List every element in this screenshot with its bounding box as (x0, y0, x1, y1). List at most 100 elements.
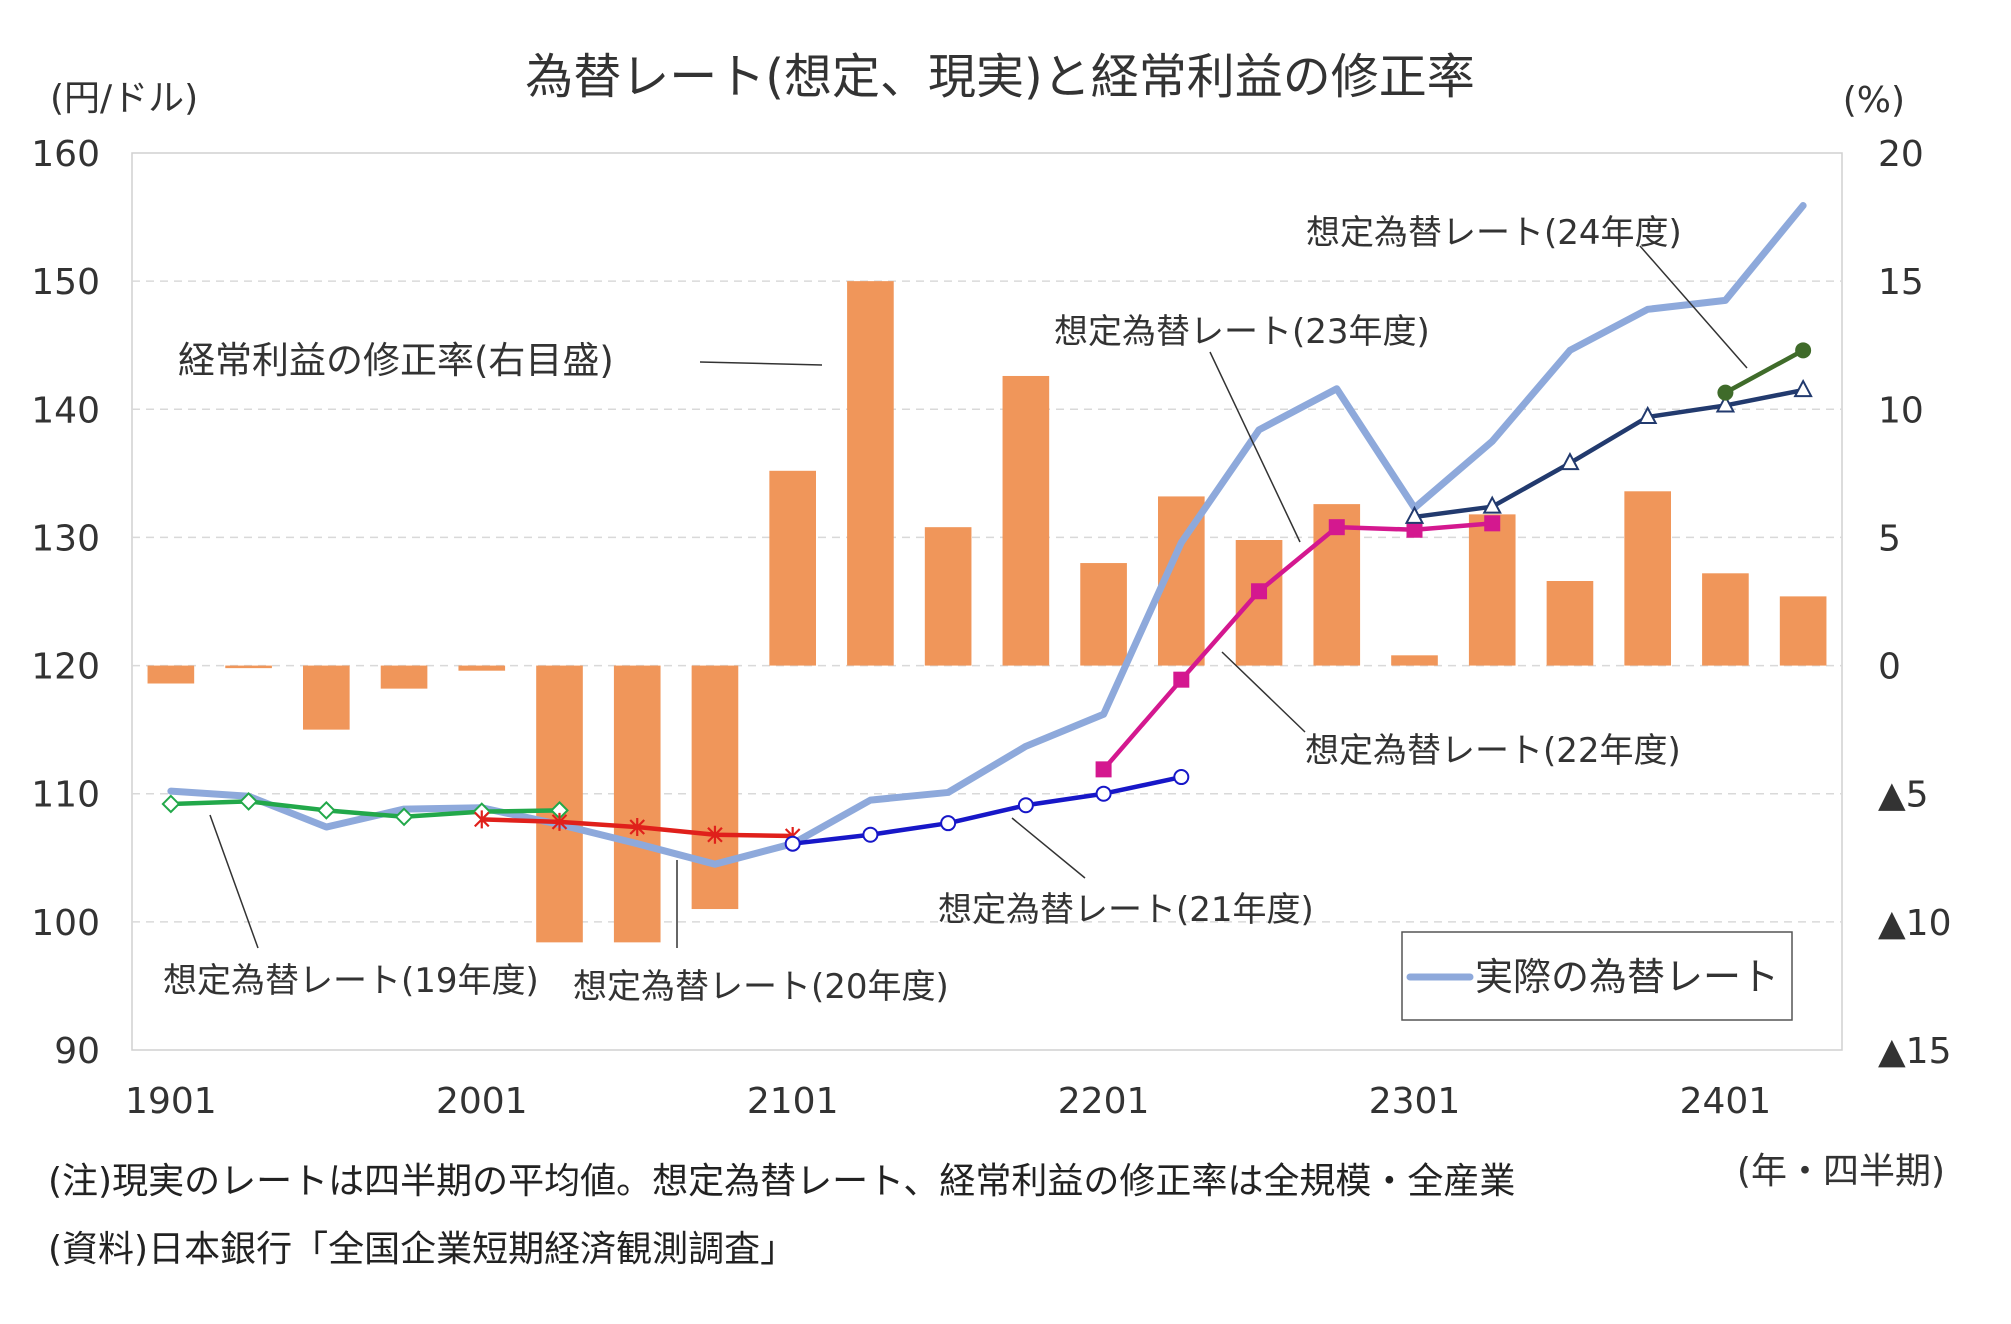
source-text: (資料)日本銀行「全国企業短期経済観測調査」 (48, 1229, 797, 1270)
point (940, 815, 957, 832)
leader-fy23 (1209, 351, 1301, 543)
point (1715, 394, 1736, 413)
legend-label: 実際の為替レート (1475, 955, 1779, 999)
point (1406, 521, 1423, 538)
bar (1235, 539, 1283, 666)
point (473, 810, 490, 829)
right-axis: ▲15 ▲10 ▲5 0 5 10 15 20 (1878, 134, 1952, 1072)
bar (1779, 596, 1827, 666)
legend: 実際の為替レート (1401, 931, 1793, 1021)
x-tick-label: 2401 (1680, 1081, 1772, 1122)
leader-fy22 (1221, 651, 1306, 733)
label-fy24: 想定為替レート(24年度) (1306, 213, 1682, 253)
right-tick-label: ▲10 (1878, 903, 1952, 944)
left-axis: 90 100 110 120 130 140 150 160 (31, 134, 100, 1072)
bar (847, 281, 894, 666)
point (316, 800, 336, 820)
assumed-series (1717, 342, 1812, 401)
bar (1624, 491, 1671, 666)
point (1095, 785, 1112, 802)
plot-area (131, 152, 1843, 1051)
right-tick-label: ▲5 (1878, 775, 1929, 816)
note-text: (注)現実のレートは四半期の平均値。想定為替レート、経常利益の修正率は全規模・全… (48, 1161, 1516, 1202)
label-bars: 経常利益の修正率(右目盛) (178, 339, 614, 382)
point (1251, 583, 1268, 600)
bar (458, 665, 506, 671)
bar (1546, 580, 1594, 666)
point (784, 835, 801, 852)
x-tick-label: 2101 (747, 1081, 839, 1122)
assumed-series (784, 769, 1190, 852)
point (1328, 519, 1345, 536)
left-axis-label: (円/ドル) (50, 78, 198, 119)
leader-fy19 (209, 814, 259, 949)
right-tick-label: 5 (1878, 518, 1901, 559)
leader-fy21 (1011, 817, 1086, 879)
point (707, 825, 723, 844)
x-tick-label: 2201 (1058, 1081, 1150, 1122)
left-tick-label: 100 (31, 903, 100, 944)
left-tick-label: 160 (31, 134, 100, 175)
label-fy21: 想定為替レート(21年度) (938, 890, 1314, 930)
bar (769, 470, 816, 666)
assumed-line (1414, 387, 1804, 520)
point (1017, 797, 1034, 814)
assumed-line (1101, 521, 1493, 771)
bar (380, 665, 428, 689)
left-tick-label: 110 (31, 775, 100, 816)
x-tick-label: 2001 (436, 1081, 528, 1122)
point (1717, 384, 1734, 401)
gridlines (132, 280, 1842, 923)
point (1793, 378, 1813, 398)
assumed-line (1724, 348, 1805, 395)
point (1484, 515, 1501, 532)
bar (1702, 573, 1749, 666)
label-fy20: 想定為替レート(20年度) (573, 967, 949, 1007)
right-tick-label: 0 (1878, 647, 1901, 688)
x-tick-label: 1901 (125, 1081, 217, 1122)
point (239, 791, 259, 811)
bar (147, 665, 195, 684)
assumed-series (1095, 515, 1501, 778)
x-axis: 1901 2001 2101 2201 2301 2401 (125, 1081, 1771, 1122)
label-fy22: 想定為替レート(22年度) (1305, 731, 1681, 771)
bar (1468, 514, 1516, 666)
point (629, 818, 646, 837)
x-axis-label: (年・四半期) (1737, 1151, 1945, 1192)
assumed-series (1404, 378, 1813, 524)
left-tick-label: 90 (54, 1031, 100, 1072)
label-fy19: 想定為替レート(19年度) (163, 961, 539, 1001)
bar (1002, 375, 1050, 666)
point (1795, 342, 1812, 359)
right-tick-label: 10 (1878, 390, 1924, 431)
assumed-rate-series (161, 342, 1813, 852)
bar (1391, 655, 1438, 666)
x-tick-label: 2301 (1369, 1081, 1461, 1122)
point (1482, 495, 1502, 514)
bar (1080, 563, 1127, 666)
annotation-leaders (209, 245, 1748, 949)
point (1404, 505, 1425, 524)
leader-fy24 (1639, 245, 1748, 369)
point (862, 826, 879, 843)
point (394, 807, 414, 827)
left-tick-label: 120 (31, 647, 100, 688)
assumed-line (792, 774, 1182, 846)
actual-rate-line (167, 202, 1807, 868)
left-tick-label: 130 (31, 518, 100, 559)
bar (225, 665, 272, 669)
assumed-line (170, 799, 560, 820)
bar (691, 665, 739, 910)
right-tick-label: 15 (1878, 262, 1924, 303)
point (1173, 769, 1190, 786)
point (1173, 671, 1190, 688)
leader-bars (699, 361, 823, 366)
point (161, 794, 181, 814)
point (1638, 405, 1658, 424)
right-axis-label: (%) (1843, 80, 1905, 121)
right-tick-label: 20 (1878, 134, 1924, 175)
chart-title: 為替レート(想定、現実)と経常利益の修正率 (525, 49, 1474, 105)
left-tick-label: 150 (31, 262, 100, 303)
actual-rate-series (167, 202, 1807, 868)
